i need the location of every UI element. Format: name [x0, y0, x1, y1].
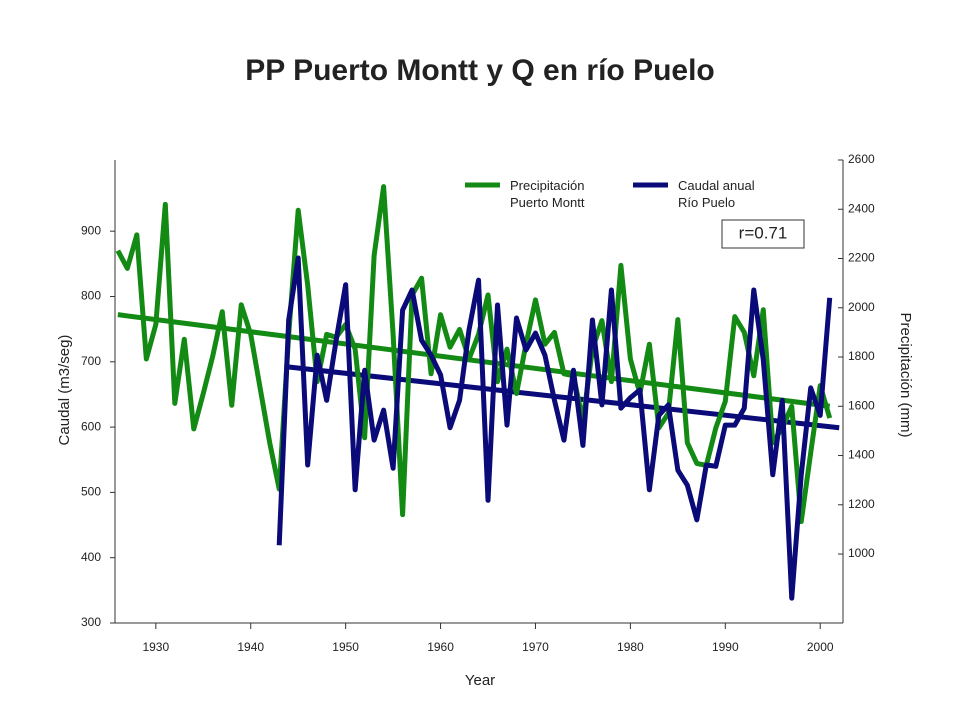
y2-tick-label: 2000	[848, 300, 875, 314]
y-tick-label: 300	[81, 615, 101, 629]
annotation: r=0.71	[739, 223, 788, 242]
y-tick-label: 900	[81, 223, 101, 237]
x-tick-label: 1950	[332, 640, 359, 654]
y-tick-label: 500	[81, 485, 101, 499]
legend-label: Caudal anual Río Puelo	[678, 178, 755, 210]
y2-tick-label: 2200	[848, 251, 875, 265]
y-tick-label: 600	[81, 419, 101, 433]
y2-tick-label: 1400	[848, 448, 875, 462]
series-line	[276, 255, 833, 601]
x-axis-label: Year	[465, 672, 495, 689]
y-tick-label: 700	[81, 354, 101, 368]
y2-axis-label: Precipitación (mm)	[897, 312, 914, 437]
y2-tick-label: 1600	[848, 398, 875, 412]
y2-tick-label: 2400	[848, 201, 875, 215]
x-tick-label: 1930	[142, 640, 169, 654]
chart-title: PP Puerto Montt y Q en río Puelo	[245, 54, 715, 87]
x-tick-label: 1970	[522, 640, 549, 654]
legend-label: Precipitación Puerto Montt	[510, 178, 585, 210]
x-tick-label: 1940	[237, 640, 264, 654]
y2-tick-label: 1200	[848, 497, 875, 511]
annotation-box	[721, 219, 805, 249]
y-axis-label: Caudal (m3/seg)	[56, 335, 73, 446]
y2-tick-label: 1000	[848, 546, 875, 560]
trend-line	[288, 364, 840, 431]
x-tick-label: 1960	[427, 640, 454, 654]
y-tick-label: 400	[81, 550, 101, 564]
x-tick-label: 1990	[712, 640, 739, 654]
y-tick-label: 800	[81, 289, 101, 303]
y2-tick-label: 2600	[848, 152, 875, 166]
x-tick-label: 1980	[617, 640, 644, 654]
y2-tick-label: 1800	[848, 349, 875, 363]
x-tick-label: 2000	[807, 640, 834, 654]
series-line	[115, 184, 833, 525]
